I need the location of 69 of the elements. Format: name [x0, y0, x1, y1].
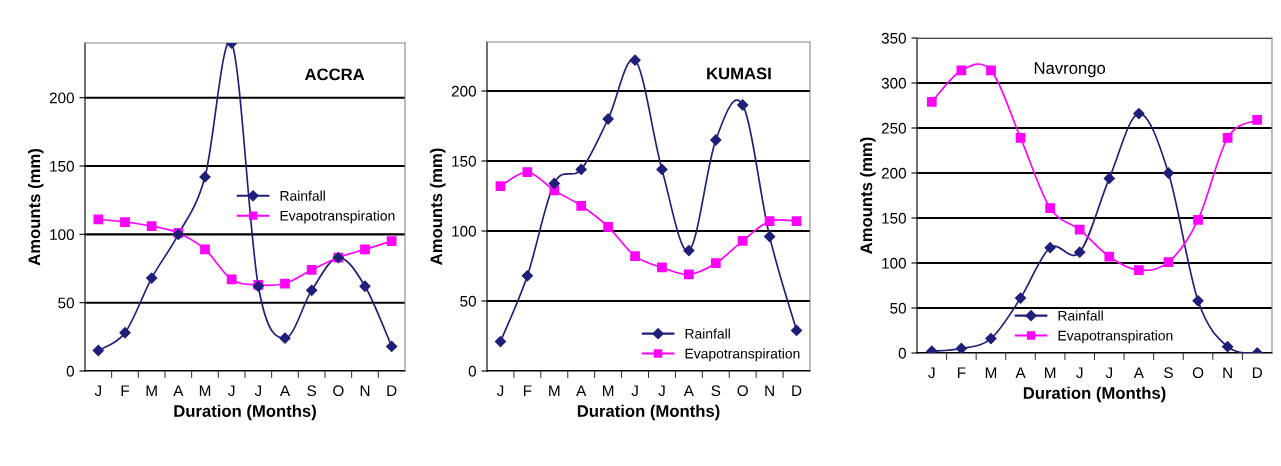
y-tick-label: 150 [452, 155, 476, 167]
x-tick-label: A [1133, 367, 1144, 378]
x-tick-label: J [228, 385, 235, 397]
x-tick-label: J [658, 385, 665, 397]
x-tick-label: J [1105, 367, 1112, 379]
x-tick-label: O [737, 385, 748, 397]
legend-label: Rainfall [280, 190, 325, 201]
x-tick-label: F [957, 367, 966, 378]
x-tick-label: A [683, 385, 694, 396]
y-tick-label: 0 [468, 365, 476, 377]
text: Navrongo [1034, 62, 1106, 78]
x-tick-label: S [307, 385, 317, 397]
x-tick-label: M [199, 385, 211, 396]
x-tick-label: J [94, 385, 102, 397]
x-tick-label: S [711, 385, 721, 397]
y-tick-label: 200 [451, 85, 476, 97]
y-tick-label: 50 [58, 297, 74, 309]
x-tick-label: M [603, 385, 614, 396]
x-tick-label: A [173, 385, 184, 396]
x-tick-label: J [1076, 367, 1083, 379]
x-tick-label: N [765, 385, 774, 396]
x-tick-label: J [928, 367, 935, 379]
x-tick-label: F [523, 385, 532, 396]
legend-label: Evapotranspiration [1058, 330, 1173, 344]
x-tick-label: D [1252, 367, 1262, 378]
x-tick-label: M [146, 385, 157, 396]
x-tick-label: J [631, 385, 638, 397]
y-tick-label: 150 [50, 160, 74, 172]
legend-label: Rainfall [685, 328, 730, 339]
text: KUMASI [707, 67, 771, 80]
x-axis-title: Duration (Months) [1023, 386, 1166, 403]
y-tick-label: 0 [66, 365, 74, 377]
y-tick-label: 200 [49, 92, 74, 104]
x-tick-label: N [360, 385, 370, 396]
x-tick-label: D [792, 385, 802, 396]
x-tick-label: A [1015, 367, 1026, 378]
y-tick-label: 100 [452, 225, 476, 237]
legend-label: Rainfall [1058, 310, 1103, 321]
y-tick-label: 100 [50, 229, 74, 241]
y-tick-label: 250 [881, 122, 906, 134]
legend-label: Evapotranspiration [685, 348, 800, 362]
x-tick-label: F [121, 385, 130, 396]
x-tick-label: N [1223, 367, 1232, 378]
x-axis-title: Duration (Months) [174, 404, 316, 421]
x-tick-label: A [576, 385, 587, 396]
y-tick-label: 350 [881, 32, 906, 44]
y-tick-label: 200 [881, 167, 906, 179]
x-tick-label: S [1164, 367, 1173, 379]
y-tick-label: 50 [460, 295, 476, 307]
y-axis-title: Amounts (mm) [430, 148, 446, 265]
y-tick-label: 0 [898, 347, 906, 359]
x-tick-label: M [985, 367, 997, 378]
x-tick-label: D [387, 385, 397, 396]
x-tick-label: J [496, 385, 504, 397]
x-tick-label: O [1192, 367, 1204, 379]
text: ACCRA [304, 68, 365, 81]
x-axis-title: Duration (Months) [577, 404, 720, 421]
y-axis-title: Amounts (mm) [28, 149, 44, 266]
y-axis-title: Amounts (mm) [860, 137, 876, 254]
x-tick-label: M [549, 385, 560, 396]
legend-label: Evapotranspiration [280, 210, 395, 224]
y-tick-label: 50 [890, 302, 906, 314]
x-tick-label: M [1045, 367, 1056, 378]
y-tick-label: 150 [882, 212, 906, 224]
y-tick-label: 300 [881, 77, 906, 89]
x-tick-label: O [333, 385, 344, 397]
x-tick-label: J [254, 385, 262, 397]
y-tick-label: 100 [882, 257, 906, 269]
x-tick-label: A [279, 385, 291, 396]
